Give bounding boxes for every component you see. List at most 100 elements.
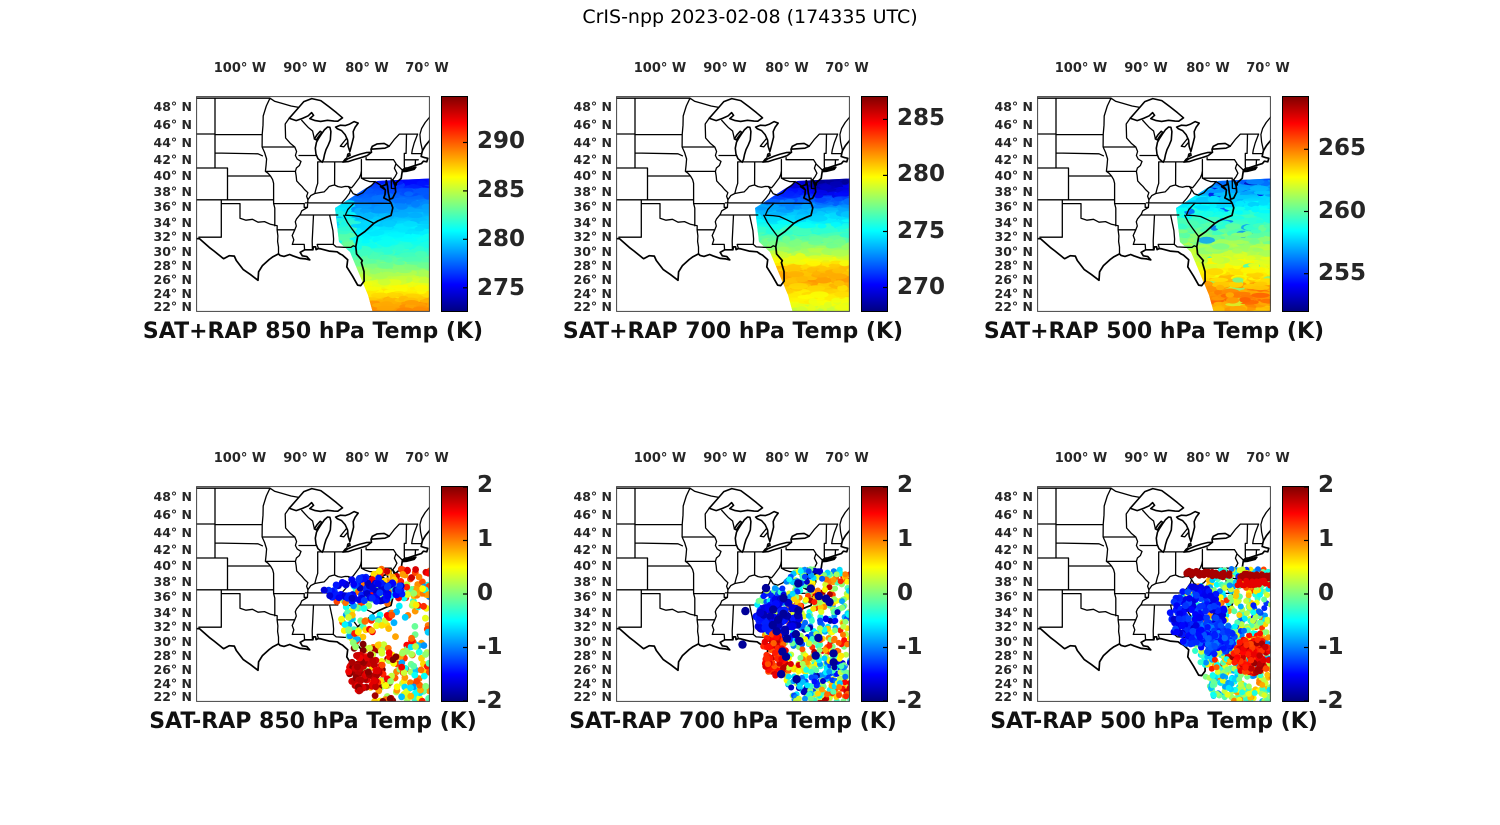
colorbar-tick-label: 275 (897, 217, 946, 244)
colorbar-tick-label: 255 (1318, 260, 1367, 287)
map-canvas (616, 486, 850, 702)
lon-tick-label: 100° W (633, 61, 687, 76)
lat-tick-label: 28° N (153, 257, 192, 273)
lat-tick-label: 36° N (994, 589, 1033, 605)
lat-tick-label: 36° N (153, 199, 192, 215)
lon-tick-label: 90° W (703, 451, 747, 466)
lat-tick-label: 38° N (153, 573, 192, 589)
lat-tick-label: 32° N (153, 619, 192, 635)
lat-tick-label: 36° N (153, 589, 192, 605)
lat-tick-label: 38° N (153, 183, 192, 199)
lat-tick-label: 40° N (573, 557, 612, 573)
lat-tick-label: 22° N (573, 688, 612, 704)
panel-title-sat-plus-rap-850: SAT+RAP 850 hPa Temp (K) (142, 319, 484, 344)
panel-title-sat-minus-rap-700: SAT-RAP 700 hPa Temp (K) (569, 709, 897, 734)
lat-tick-label: 48° N (994, 488, 1033, 504)
lat-tick-label: 36° N (994, 199, 1033, 215)
colorbar-tick-label: -1 (1318, 634, 1344, 660)
colorbar-tick-label: 260 (1318, 197, 1367, 224)
colorbar-sat-plus-rap-700 (861, 96, 894, 312)
lat-tick-label: 28° N (153, 647, 192, 663)
lat-tick-label: 46° N (153, 117, 192, 133)
lat-tick-label: 40° N (994, 167, 1033, 183)
colorbar-tick-label: 1 (897, 526, 914, 552)
panel-title-sat-plus-rap-700: SAT+RAP 700 hPa Temp (K) (562, 319, 904, 344)
colorbar-tick-label: 1 (477, 526, 494, 552)
lat-tick-label: 28° N (573, 257, 612, 273)
map-panel-sat-plus-rap-850 (196, 96, 430, 312)
lat-tick-label: 44° N (153, 524, 192, 540)
lat-tick-label: 48° N (153, 488, 192, 504)
lon-tick-label: 90° W (283, 451, 327, 466)
lat-tick-label: 48° N (994, 98, 1033, 114)
lat-tick-label: 22° N (573, 298, 612, 314)
lat-tick-label: 22° N (994, 688, 1033, 704)
lat-tick-label: 22° N (153, 298, 192, 314)
map-panel-sat-minus-rap-700 (616, 486, 850, 702)
colorbar-tick-label: -2 (477, 688, 503, 714)
map-canvas (1037, 486, 1271, 702)
lat-tick-label: 48° N (573, 98, 612, 114)
lat-tick-label: 22° N (153, 688, 192, 704)
lat-tick-label: 30° N (153, 633, 192, 649)
lat-tick-label: 28° N (573, 647, 612, 663)
lon-tick-label: 80° W (1186, 61, 1230, 76)
lat-tick-label: 44° N (994, 524, 1033, 540)
lat-tick-label: 30° N (573, 633, 612, 649)
colorbar-tick-label: 285 (897, 104, 946, 131)
lat-tick-label: 42° N (573, 541, 612, 557)
lon-tick-label: 70° W (405, 61, 449, 76)
lon-tick-label: 80° W (345, 61, 389, 76)
lat-tick-label: 30° N (994, 243, 1033, 259)
map-panel-sat-plus-rap-500 (1037, 96, 1271, 312)
colorbar-tick-label: 265 (1318, 134, 1367, 161)
data-scatter (738, 566, 850, 702)
lon-tick-label: 80° W (1186, 451, 1230, 466)
panel-title-sat-minus-rap-850: SAT-RAP 850 hPa Temp (K) (149, 709, 477, 734)
lat-tick-label: 34° N (573, 214, 612, 230)
lat-tick-label: 44° N (994, 134, 1033, 150)
lat-tick-label: 34° N (994, 604, 1033, 620)
lat-tick-label: 24° N (573, 675, 612, 691)
lat-tick-label: 24° N (153, 285, 192, 301)
lon-tick-label: 100° W (213, 451, 267, 466)
map-panel-sat-plus-rap-700 (616, 96, 850, 312)
lat-tick-label: 34° N (994, 214, 1033, 230)
lat-tick-label: 34° N (153, 604, 192, 620)
lat-tick-label: 42° N (994, 151, 1033, 167)
lon-tick-label: 70° W (825, 451, 869, 466)
lat-tick-label: 24° N (994, 675, 1033, 691)
lat-tick-label: 36° N (573, 199, 612, 215)
lat-tick-label: 26° N (153, 661, 192, 677)
map-panel-sat-minus-rap-500 (1037, 486, 1271, 702)
colorbar-tick-label: 2 (897, 472, 914, 498)
colorbar-tick-label: 275 (477, 274, 526, 301)
lat-tick-label: 26° N (994, 661, 1033, 677)
lat-tick-label: 32° N (994, 229, 1033, 245)
map-canvas (196, 96, 430, 312)
data-scatter (1166, 566, 1271, 702)
lat-tick-label: 28° N (994, 647, 1033, 663)
data-scatter (320, 565, 430, 702)
lat-tick-label: 44° N (153, 134, 192, 150)
colorbar-tick-label: 2 (1318, 472, 1335, 498)
colorbar-tick-label: -2 (897, 688, 923, 714)
lat-tick-label: 46° N (573, 507, 612, 523)
map-canvas (616, 96, 850, 312)
colorbar-tick-label: -1 (897, 634, 923, 660)
lat-tick-label: 38° N (994, 573, 1033, 589)
lat-tick-label: 34° N (153, 214, 192, 230)
lat-tick-label: 46° N (994, 507, 1033, 523)
colorbar (861, 96, 888, 312)
lat-tick-label: 44° N (573, 524, 612, 540)
lat-tick-label: 38° N (573, 573, 612, 589)
colorbar-tick-label: 280 (897, 161, 946, 188)
lat-tick-label: 46° N (153, 507, 192, 523)
lat-tick-label: 46° N (573, 117, 612, 133)
lat-tick-label: 28° N (994, 257, 1033, 273)
lat-tick-label: 34° N (573, 604, 612, 620)
lat-tick-label: 42° N (153, 541, 192, 557)
lat-tick-label: 30° N (573, 243, 612, 259)
panel-title-sat-plus-rap-500: SAT+RAP 500 hPa Temp (K) (983, 319, 1325, 344)
lat-tick-label: 26° N (153, 271, 192, 287)
